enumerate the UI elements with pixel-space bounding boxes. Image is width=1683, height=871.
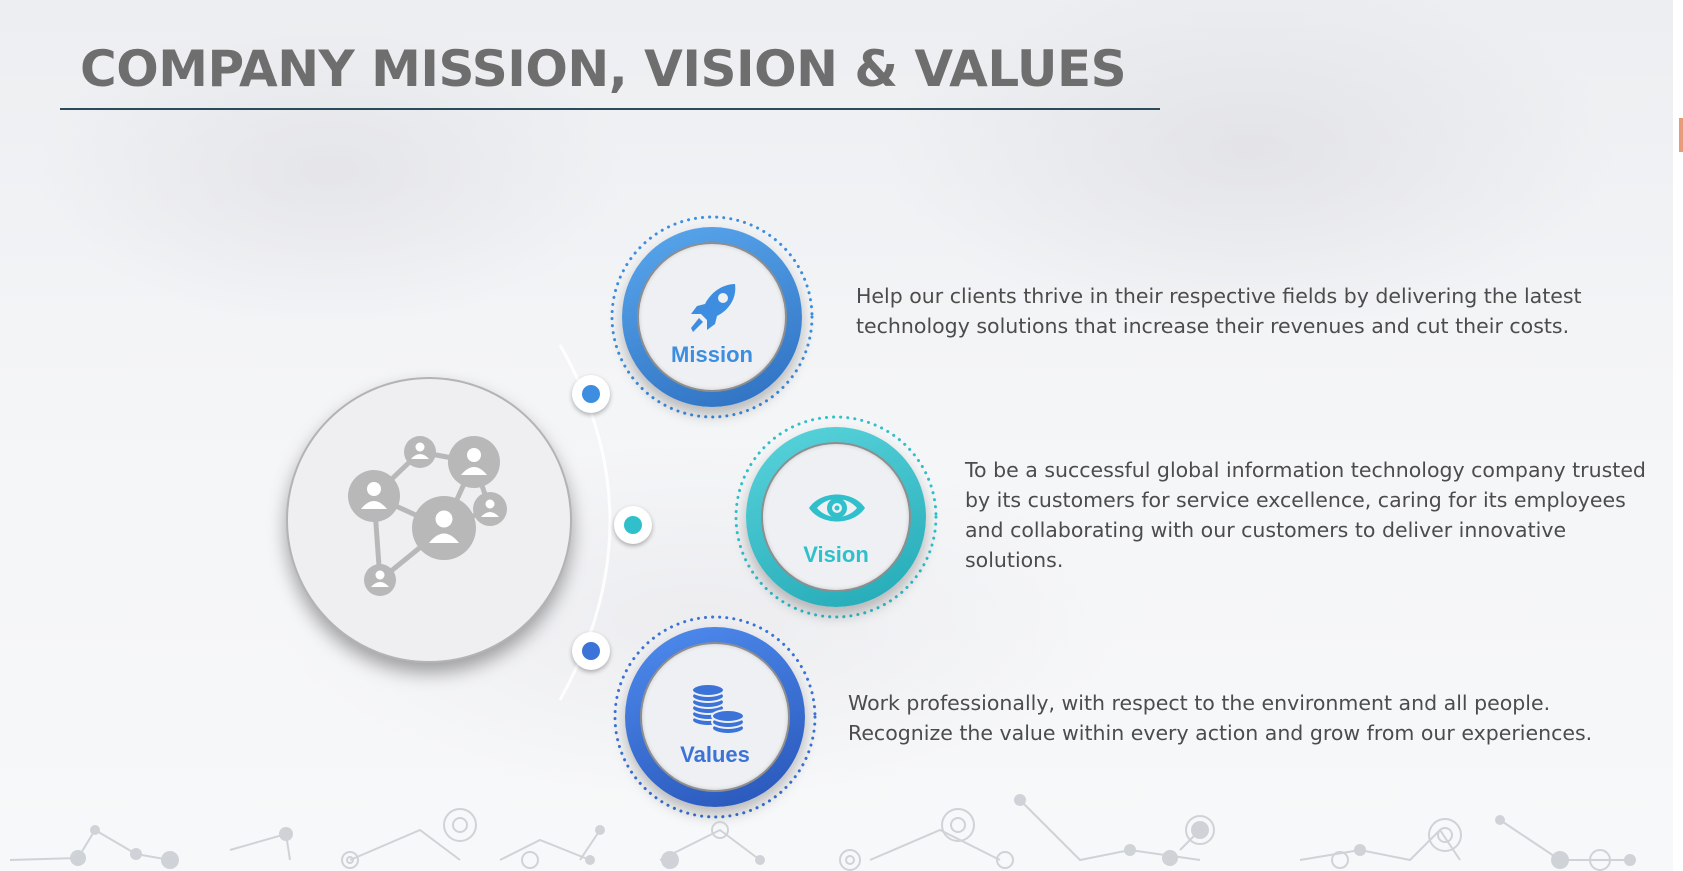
mission-description: Help our clients thrive in their respect… [856,284,1582,338]
mission-inner-circle: Mission [637,242,787,392]
vision-node-dot [614,506,652,544]
mission-node-dot [572,375,610,413]
hub-circle [286,377,572,663]
slide-title: COMPANY MISSION, VISION & VALUES [80,40,1127,98]
eye-icon [809,494,865,522]
rocket-icon [691,284,736,332]
slide-edge-strip [1673,0,1683,871]
vision-inner-circle: Vision [761,442,911,592]
values-node-dot [572,632,610,670]
coins-icon [691,683,745,735]
vision-dotted-ring [734,415,938,619]
vision-badge: Vision [733,414,939,620]
values-dotted-ring [613,615,817,819]
vision-description: To be a successful global information te… [965,458,1646,572]
title-underline [60,108,1160,110]
values-ring: Values [625,627,805,807]
vision-label: Vision [803,542,869,567]
values-badge: Values [612,614,818,820]
values-inner-circle: Values [640,642,790,792]
values-description: Work professionally, with respect to the… [848,691,1593,745]
network-people-icon [348,436,507,596]
mission-badge: Mission [609,214,815,420]
molecule-network-pattern [9,794,1636,871]
mission-ring: Mission [622,227,802,407]
slide-edge-marker [1679,118,1683,152]
vision-ring: Vision [746,427,926,607]
values-label: Values [680,742,750,767]
mission-label: Mission [671,342,753,367]
mission-dotted-ring [610,215,814,419]
